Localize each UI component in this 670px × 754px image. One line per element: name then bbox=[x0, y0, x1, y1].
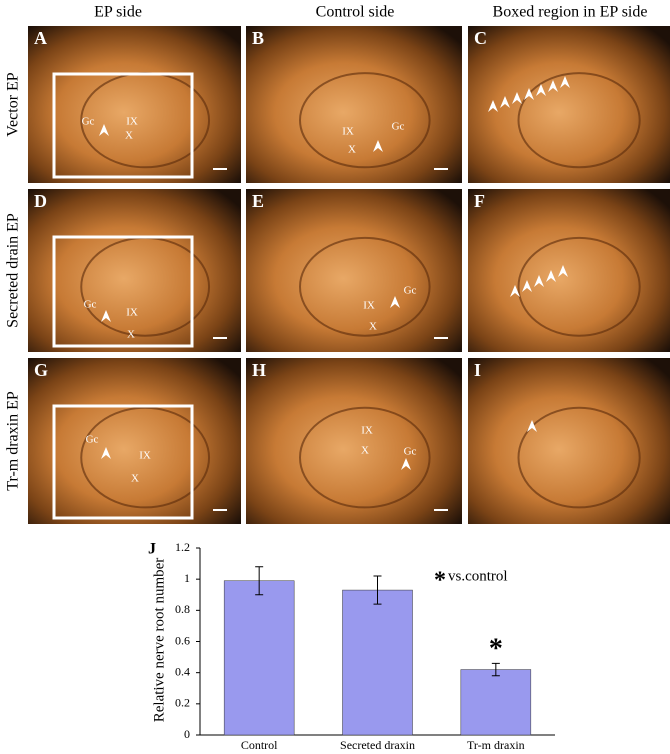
nerve-label: Gc bbox=[392, 121, 405, 133]
arrowhead bbox=[390, 296, 400, 308]
photo bbox=[28, 358, 241, 524]
arrowhead bbox=[534, 275, 544, 287]
significance-mark: * bbox=[489, 634, 503, 665]
column-header: EP side bbox=[94, 4, 142, 21]
y-tick-label: 1.2 bbox=[175, 540, 190, 554]
y-tick-label: 0 bbox=[184, 727, 190, 741]
arrowhead bbox=[548, 80, 558, 92]
column-header: Control side bbox=[316, 4, 395, 21]
arrowhead bbox=[500, 96, 510, 108]
photo-detail bbox=[299, 406, 431, 509]
panel-letter: B bbox=[252, 28, 264, 48]
arrowhead bbox=[510, 285, 520, 297]
error-bar bbox=[491, 662, 500, 677]
bar bbox=[342, 589, 413, 736]
arrowhead bbox=[488, 100, 498, 112]
x-tick-label: Control bbox=[241, 738, 278, 752]
y-tick-label: 0.8 bbox=[175, 602, 190, 616]
y-tick-label: 1 bbox=[184, 571, 190, 585]
arrowhead bbox=[558, 265, 568, 277]
panel-letter: H bbox=[252, 360, 266, 380]
arrowhead bbox=[560, 76, 570, 88]
nerve-label: IX bbox=[126, 116, 138, 128]
nerve-label: X bbox=[131, 473, 139, 485]
nerve-label: Gc bbox=[86, 434, 99, 446]
error-bar bbox=[373, 575, 382, 605]
bar bbox=[460, 669, 532, 736]
panel-letter: A bbox=[34, 28, 47, 48]
panel-letter: G bbox=[34, 360, 48, 380]
photo-detail bbox=[299, 72, 431, 169]
photo-detail bbox=[517, 406, 641, 509]
error-bar bbox=[255, 566, 264, 596]
photo bbox=[246, 26, 462, 183]
nerve-label: Gc bbox=[404, 285, 417, 297]
photo bbox=[28, 26, 241, 183]
nerve-label: IX bbox=[139, 450, 151, 462]
arrowhead bbox=[512, 92, 522, 104]
arrowhead bbox=[524, 88, 534, 100]
nerve-label: X bbox=[127, 329, 135, 341]
photo bbox=[468, 189, 670, 352]
photo-detail bbox=[80, 406, 211, 509]
panel-letter: D bbox=[34, 191, 47, 211]
boxed-region bbox=[52, 404, 194, 520]
panel-letter: F bbox=[474, 191, 485, 211]
arrowhead bbox=[527, 420, 537, 432]
y-axis-label: Relative nerve root number bbox=[151, 558, 167, 723]
nerve-label: Gc bbox=[404, 446, 417, 458]
arrowhead bbox=[536, 84, 546, 96]
nerve-label: IX bbox=[126, 307, 138, 319]
photo bbox=[468, 358, 670, 524]
note: vs.control bbox=[448, 568, 508, 584]
photo-detail bbox=[299, 236, 431, 337]
row-label: Vector EP bbox=[5, 72, 22, 137]
nerve-label: X bbox=[361, 445, 369, 457]
nerve-label: X bbox=[348, 144, 356, 156]
arrowhead bbox=[522, 280, 532, 292]
nerve-label: IX bbox=[363, 300, 375, 312]
boxed-region bbox=[52, 235, 194, 348]
nerve-label: X bbox=[369, 321, 377, 333]
photo bbox=[468, 26, 670, 183]
nerve-label: Gc bbox=[84, 299, 97, 311]
nerve-label: X bbox=[125, 130, 133, 142]
photo bbox=[246, 189, 462, 352]
nerve-label: IX bbox=[361, 425, 373, 437]
row-label: Tr-m draxin EP bbox=[5, 391, 22, 491]
photo bbox=[246, 358, 462, 524]
arrowhead bbox=[373, 140, 383, 152]
arrowhead bbox=[546, 270, 556, 282]
photo-detail bbox=[517, 72, 641, 169]
x-tick-label: Tr-m draxin bbox=[467, 738, 525, 752]
bar bbox=[223, 580, 295, 736]
boxed-region bbox=[52, 72, 194, 179]
arrowhead bbox=[101, 447, 111, 459]
photo-detail bbox=[517, 236, 641, 337]
row-label: Secreted drain EP bbox=[5, 213, 22, 328]
column-header: Boxed region in EP side bbox=[493, 4, 648, 21]
arrowhead bbox=[99, 124, 109, 136]
panel-letter: E bbox=[252, 191, 264, 211]
y-tick-label: 0.2 bbox=[175, 696, 190, 710]
x-tick-label: Secreted draxin bbox=[340, 738, 415, 752]
nerve-label: Gc bbox=[82, 116, 95, 128]
y-tick-label: 0.6 bbox=[175, 633, 190, 647]
panel-letter: J bbox=[148, 541, 156, 558]
note-symbol: * bbox=[434, 568, 446, 594]
y-tick-label: 0.4 bbox=[175, 664, 190, 678]
nerve-label: IX bbox=[342, 126, 354, 138]
arrowhead bbox=[401, 458, 411, 470]
arrowhead bbox=[101, 310, 111, 322]
panel-letter: C bbox=[474, 28, 487, 48]
panel-letter: I bbox=[474, 360, 481, 380]
